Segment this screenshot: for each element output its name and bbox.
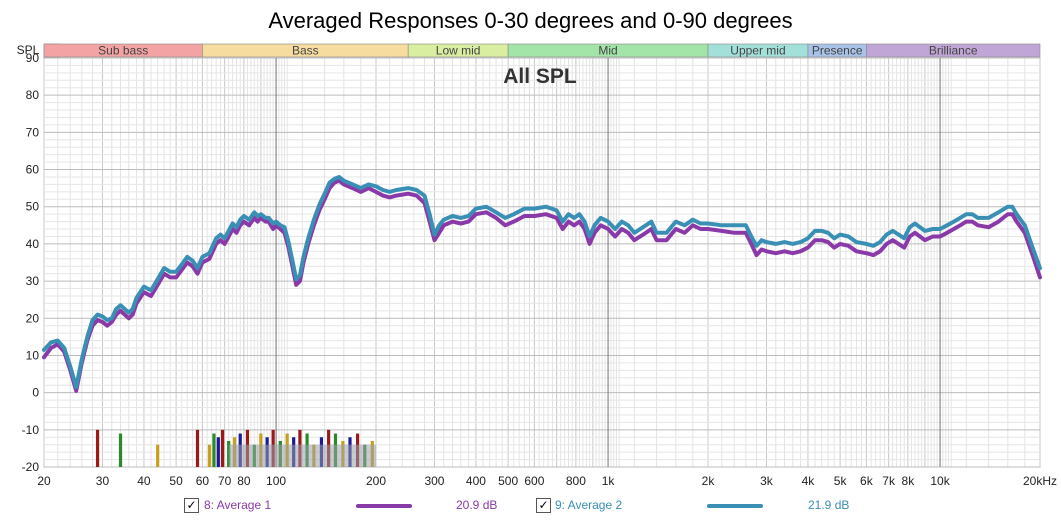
peak-bar [195, 429, 200, 467]
peak-bar-cluster [228, 444, 376, 467]
x-tick-label: 500 [498, 474, 518, 488]
series-1-level: 20.9 dB [456, 498, 498, 512]
series-line-1 [42, 178, 1042, 393]
series-2-label: 9: Average 2 [555, 498, 623, 512]
y-tick-label: 50 [26, 200, 40, 214]
band-label: Sub bass [98, 44, 148, 58]
x-tick-label: 20kHz [1023, 474, 1057, 488]
y-tick-label: 70 [26, 125, 40, 139]
band-axis-label: SPL [17, 43, 40, 57]
series-1-checkbox[interactable]: ✓ [184, 498, 199, 513]
x-tick-label: 800 [566, 474, 586, 488]
peak-bar [118, 433, 123, 467]
x-tick-label: 70 [218, 474, 232, 488]
x-tick-label: 80 [237, 474, 251, 488]
x-tick-label: 7k [882, 474, 896, 488]
y-tick-label: 10 [26, 348, 40, 362]
x-tick-label: 30 [96, 474, 110, 488]
grid [43, 57, 1041, 468]
series-2-swatch [707, 504, 763, 508]
peak-bar [212, 433, 216, 467]
series-2-level: 21.9 dB [808, 498, 850, 512]
series-1-label: 8: Average 1 [204, 498, 272, 512]
y-tick-label: -10 [22, 423, 40, 437]
x-tick-label: 8k [902, 474, 916, 488]
x-tick-label: 200 [366, 474, 386, 488]
peak-bar [156, 444, 160, 467]
peak-bar [216, 437, 220, 467]
peak-bar [95, 429, 100, 467]
y-tick-label: 60 [26, 163, 40, 177]
band-label: Mid [598, 44, 617, 58]
series-line-2 [42, 175, 1042, 390]
peak-bars [95, 429, 376, 467]
x-tick-label: 2k [702, 474, 716, 488]
band-label: Presence [812, 44, 863, 58]
y-tick-label: 0 [32, 386, 39, 400]
y-tick-label: 80 [26, 88, 40, 102]
y-tick-label: -20 [22, 460, 40, 474]
x-tick-label: 3k [760, 474, 774, 488]
x-tick-label: 60 [196, 474, 210, 488]
x-tick-label: 4k [802, 474, 816, 488]
band-brilliance [866, 43, 1041, 58]
peak-bar [207, 444, 212, 467]
inner-title: All SPL [503, 65, 577, 88]
x-tick-label: 20 [37, 474, 51, 488]
x-tick-label: 40 [137, 474, 151, 488]
y-tick-label: 90 [26, 51, 40, 65]
peak-bar [220, 429, 225, 467]
x-tick-label: 300 [424, 474, 444, 488]
x-tick-label: 6k [860, 474, 874, 488]
x-tick-label: 600 [524, 474, 544, 488]
band-label: Low mid [436, 44, 481, 58]
x-tick-label: 5k [834, 474, 848, 488]
x-tick-label: 100 [266, 474, 286, 488]
band-label: Upper mid [730, 44, 785, 58]
y-tick-label: 40 [26, 237, 40, 251]
band-label: Brilliance [929, 44, 978, 58]
series-2-checkbox[interactable]: ✓ [536, 498, 551, 513]
y-tick-label: 20 [26, 311, 40, 325]
band-label: Bass [292, 44, 319, 58]
x-tick-label: 400 [466, 474, 486, 488]
x-tick-label: 10k [930, 474, 950, 488]
plot-area [43, 57, 1041, 468]
y-tick-label: 30 [26, 274, 40, 288]
x-tick-label: 50 [169, 474, 183, 488]
x-tick-label: 1k [602, 474, 616, 488]
series-1-swatch [356, 504, 412, 508]
chart-title: Averaged Responses 0-30 degrees and 0-90… [268, 8, 793, 33]
